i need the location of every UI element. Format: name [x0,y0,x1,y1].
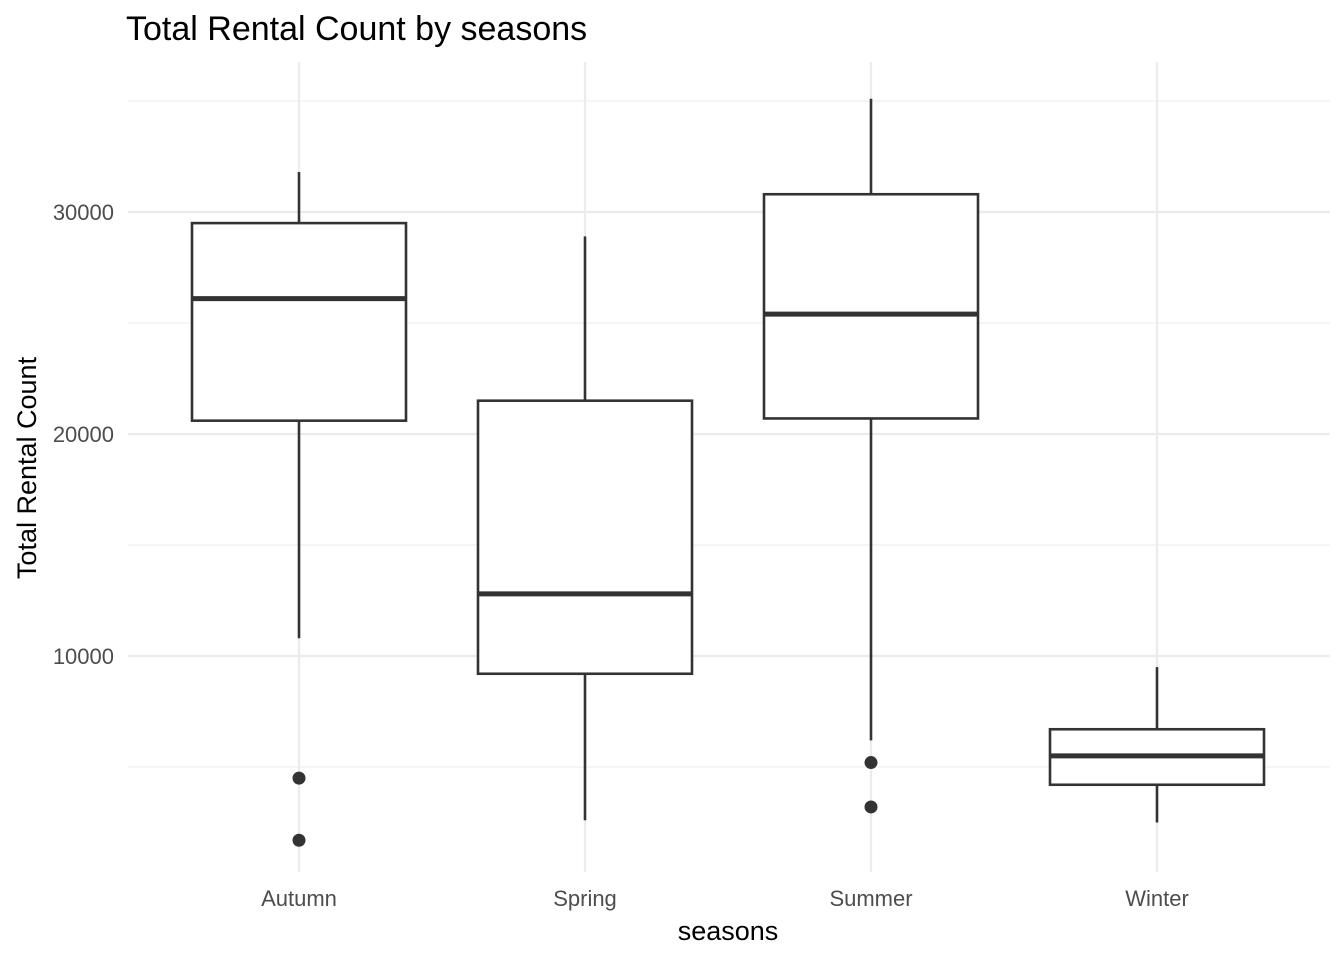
iqr-box-autumn [190,221,408,422]
y-tick-label: 20000 [53,422,114,447]
iqr-box-spring [476,399,694,676]
box-series [190,98,1266,847]
y-tick-label: 10000 [53,644,114,669]
x-axis-ticks: Autumn Spring Summer Winter [261,886,1189,911]
x-tick-label-spring: Spring [553,886,617,911]
outlier-point-summer [864,800,878,814]
x-axis-label: seasons [678,916,779,946]
x-tick-label-summer: Summer [829,886,912,911]
iqr-box-summer [762,192,980,420]
box-winter [1048,667,1266,823]
box-autumn [190,172,408,847]
y-axis-label: Total Rental Count [12,356,42,579]
box-spring [476,236,694,821]
outlier-point-summer [864,756,878,770]
chart-title: Total Rental Count by seasons [126,10,587,48]
box-summer [762,98,980,814]
x-tick-label-winter: Winter [1125,886,1189,911]
y-axis-ticks: 10000 20000 30000 [53,200,114,669]
outlier-point-autumn [292,833,306,847]
x-tick-label-autumn: Autumn [261,886,337,911]
y-tick-label: 30000 [53,200,114,225]
outlier-point-autumn [292,771,306,785]
